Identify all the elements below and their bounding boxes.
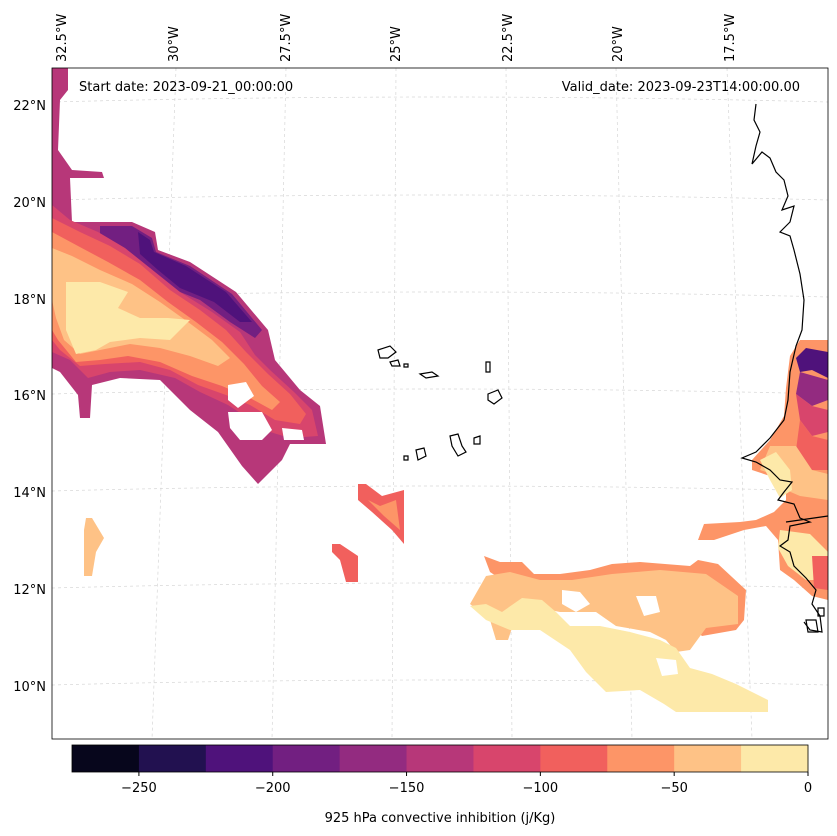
bijagos-1 bbox=[805, 619, 819, 633]
colorbar-tick-label: −150 bbox=[389, 781, 425, 796]
island-fogo bbox=[415, 447, 427, 461]
lon-label: 17.5°W bbox=[723, 14, 738, 62]
lon-label: 27.5°W bbox=[279, 14, 294, 62]
parallel-10n bbox=[51, 679, 829, 686]
colorbar bbox=[71, 744, 809, 773]
island-maio bbox=[473, 435, 481, 445]
lat-label: 22°N bbox=[13, 99, 46, 114]
lon-label: 32.5°W bbox=[55, 14, 70, 62]
cin-contours-northwest bbox=[52, 68, 326, 484]
lat-label: 20°N bbox=[13, 196, 46, 211]
cin-contours-small bbox=[84, 484, 404, 582]
colorbar-segment bbox=[607, 745, 675, 772]
meridian-17-5w bbox=[726, 67, 753, 740]
colorbar-segment bbox=[205, 745, 274, 772]
meridian-27-5w bbox=[271, 67, 287, 740]
contour-patch-mid-1 bbox=[358, 484, 404, 544]
contour-east-red bbox=[796, 394, 828, 436]
meridian-30w bbox=[151, 67, 177, 740]
contour-patch-mid-1-inner bbox=[368, 500, 400, 530]
parallel-16n bbox=[51, 388, 829, 395]
colorbar-tick-label: −200 bbox=[255, 781, 291, 796]
colorbar-tick-label: −100 bbox=[523, 781, 559, 796]
cin-contours-south bbox=[470, 556, 768, 712]
colorbar-segment bbox=[674, 745, 742, 772]
contour-patch-mid-2 bbox=[332, 544, 358, 582]
island-sal bbox=[485, 361, 491, 373]
lat-label: 10°N bbox=[13, 680, 46, 695]
island-sao-nicolau bbox=[418, 371, 440, 379]
lon-label: 22.5°W bbox=[501, 14, 516, 62]
lat-label: 16°N bbox=[13, 389, 46, 404]
lon-label: 30°W bbox=[167, 26, 182, 62]
colorbar-segment bbox=[473, 745, 541, 772]
colorbar-ticks: −250 −200 −150 −100 −50 0 bbox=[121, 772, 812, 796]
parallel-20n bbox=[51, 194, 829, 201]
contour-east-coral bbox=[796, 420, 828, 470]
cin-contours-east bbox=[698, 340, 828, 600]
lat-label: 18°N bbox=[13, 293, 46, 308]
colorbar-tick-label: −50 bbox=[660, 781, 687, 796]
colorbar-segment bbox=[138, 745, 207, 772]
start-date-label: Start date: 2023-09-21_00:00:00 bbox=[79, 80, 293, 95]
colorbar-segment bbox=[72, 745, 140, 772]
island-sao-vicente bbox=[389, 359, 401, 367]
contour-south-hole-3 bbox=[656, 658, 678, 676]
colorbar-segment bbox=[741, 745, 809, 772]
colorbar-tick-label: −250 bbox=[121, 781, 157, 796]
longitude-labels: 32.5°W 30°W 27.5°W 25°W 22.5°W 20°W 17.5… bbox=[55, 14, 738, 62]
coastlines bbox=[740, 103, 829, 633]
lon-label: 25°W bbox=[389, 26, 404, 62]
contour-east-violet bbox=[796, 372, 828, 406]
bijagos-2 bbox=[817, 607, 825, 617]
contour-nw-hole-3 bbox=[282, 428, 304, 440]
lat-label: 12°N bbox=[13, 583, 46, 598]
contour-patch-west bbox=[84, 518, 104, 576]
island-boa-vista bbox=[487, 389, 503, 405]
contour-nw-hole-1 bbox=[228, 382, 254, 408]
gambia-river bbox=[785, 515, 829, 523]
parallel-14n bbox=[51, 485, 829, 492]
contour-east-purple bbox=[796, 348, 828, 378]
lat-label: 14°N bbox=[13, 486, 46, 501]
island-santiago bbox=[449, 433, 467, 457]
colorbar-segment bbox=[540, 745, 608, 772]
contour-south-cream bbox=[470, 598, 768, 712]
contour-nw-hole-2 bbox=[228, 412, 272, 440]
contour-east-red-2 bbox=[812, 556, 828, 590]
map-area bbox=[52, 68, 828, 739]
contour-nw-dark bbox=[138, 232, 252, 322]
lon-label: 20°W bbox=[611, 26, 626, 62]
meridian-25w bbox=[391, 67, 397, 740]
island-santo-antao bbox=[377, 345, 397, 359]
colorbar-segment bbox=[406, 745, 474, 772]
contour-south-hole-2 bbox=[636, 596, 660, 616]
island-santa-luzia bbox=[403, 363, 409, 368]
contour-south-peach bbox=[470, 570, 738, 652]
contour-nw-cream bbox=[66, 282, 190, 354]
parallel-22n bbox=[51, 96, 829, 103]
colorbar-label: 925 hPa convective inhibition (j/Kg) bbox=[325, 811, 556, 826]
colorbar-segment bbox=[339, 745, 408, 772]
valid-date-label: Valid_date: 2023-09-23T14:00:00.00 bbox=[562, 80, 800, 95]
colorbar-segment bbox=[272, 745, 341, 772]
map-frame bbox=[51, 67, 829, 740]
latitude-labels: 22°N 20°N 18°N 16°N 14°N 12°N 10°N bbox=[13, 99, 46, 695]
island-brava bbox=[403, 455, 409, 461]
cape-verde-islands bbox=[377, 345, 503, 461]
africa-coastline bbox=[740, 103, 823, 633]
parallel-12n bbox=[51, 582, 829, 589]
colorbar-tick-label: 0 bbox=[804, 781, 812, 796]
colorbar-frame bbox=[71, 744, 809, 773]
contour-east-cream bbox=[760, 452, 792, 498]
contour-south-hole-1 bbox=[562, 590, 590, 612]
